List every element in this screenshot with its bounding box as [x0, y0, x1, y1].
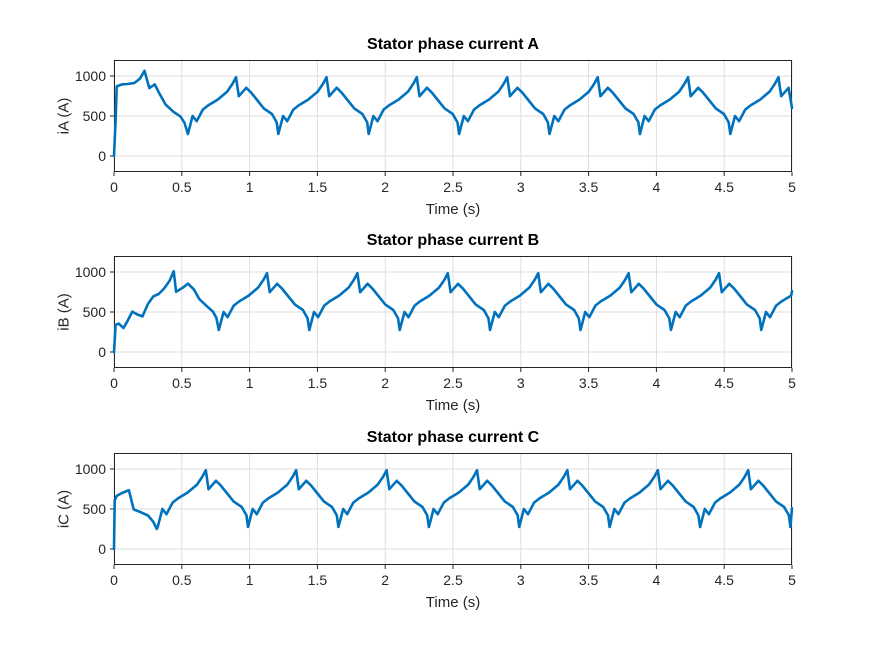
y-tick-label: 500: [82, 501, 106, 517]
x-tick-label: 0: [110, 375, 118, 391]
x-tick-label: 5: [788, 179, 796, 195]
x-tick-label: 0.5: [172, 375, 192, 391]
subplot-c-axes: [110, 453, 794, 569]
x-tick-label: 3: [516, 179, 525, 195]
x-tick-label: 4.5: [714, 179, 734, 195]
waveform-line-iC: [112, 468, 794, 551]
x-tick-label: 1.5: [307, 375, 328, 391]
subplot-b-title: Stator phase current B: [366, 232, 540, 249]
x-tick-label: 2: [381, 572, 390, 588]
subplot-a-axes: [110, 60, 794, 176]
y-tick-label: 500: [82, 304, 106, 320]
x-tick-label: 5: [788, 375, 796, 391]
x-tick-label: 2: [381, 179, 390, 195]
x-tick-label: 4.5: [714, 375, 734, 391]
x-tick-label: 3.5: [578, 375, 599, 391]
x-tick-label: 4.5: [714, 572, 734, 588]
x-tick-label: 4: [652, 375, 661, 391]
x-tick-label: 2: [381, 375, 390, 391]
x-tick-label: 3: [516, 572, 525, 588]
x-tick-label: 3.5: [578, 179, 599, 195]
x-tick-label: 0.5: [172, 572, 192, 588]
x-tick-label: 2.5: [443, 572, 463, 588]
x-tick-label: 1: [245, 375, 254, 391]
x-tick-label: 4: [652, 179, 661, 195]
axes-box: [114, 256, 792, 368]
subplot-b-xlabel: Time (s): [425, 397, 481, 414]
subplot-b-axes: [110, 256, 794, 372]
y-tick-label: 0: [98, 148, 106, 164]
y-tick-label: 1000: [74, 264, 106, 280]
x-tick-label: 0: [110, 572, 118, 588]
x-tick-label: 0.5: [172, 179, 192, 195]
subplot-a-xlabel: Time (s): [425, 201, 481, 218]
y-tick-label: 0: [98, 541, 106, 557]
x-tick-label: 2.5: [443, 179, 463, 195]
x-tick-label: 4: [652, 572, 661, 588]
subplot-c-title: Stator phase current C: [366, 429, 540, 446]
y-tick-label: 500: [82, 108, 106, 124]
x-tick-label: 5: [788, 572, 796, 588]
x-tick-label: 3.5: [578, 572, 599, 588]
y-tick-label: 0: [98, 344, 106, 360]
x-tick-label: 1: [245, 572, 254, 588]
waveform-line-iA: [112, 69, 794, 158]
x-tick-label: 0: [110, 179, 118, 195]
waveform-line-iB: [112, 269, 794, 354]
y-tick-label: 1000: [74, 68, 106, 84]
y-tick-label: 1000: [74, 461, 106, 477]
subplot-a-title: Stator phase current A: [367, 36, 539, 53]
x-tick-label: 1.5: [307, 179, 328, 195]
x-tick-label: 1.5: [307, 572, 328, 588]
x-tick-label: 3: [516, 375, 525, 391]
x-tick-label: 1: [245, 179, 254, 195]
subplot-c-xlabel: Time (s): [425, 594, 481, 611]
x-tick-label: 2.5: [443, 375, 463, 391]
